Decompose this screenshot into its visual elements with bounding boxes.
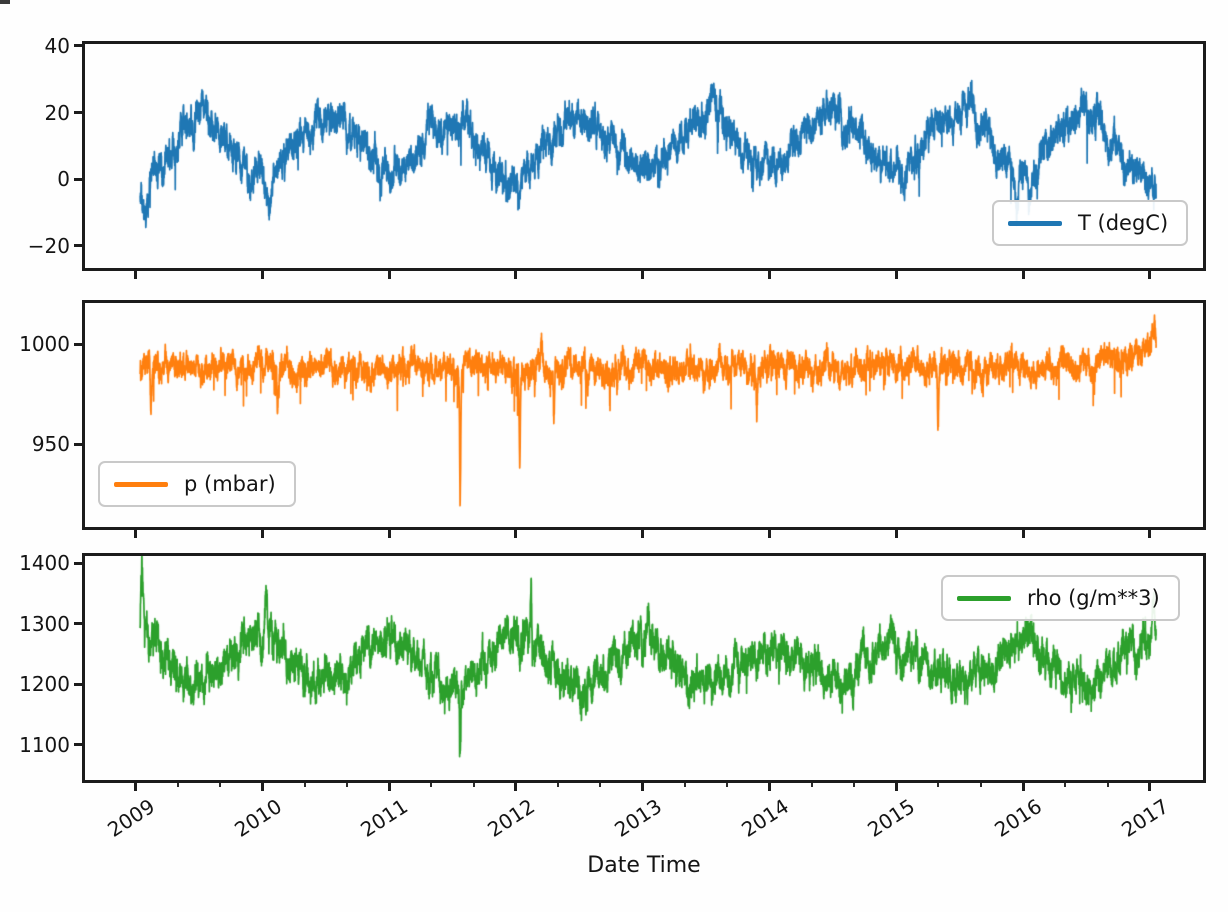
x-tick-mark: [1148, 783, 1152, 791]
x-tick-label: 2009: [103, 794, 159, 842]
x-minor-tick-mark: [937, 783, 940, 787]
x-minor-tick-mark: [683, 783, 686, 787]
screenshot-corner-artifact: [0, 0, 10, 4]
x-tick-mark: [514, 783, 518, 791]
y-tick-label: 1100: [19, 732, 70, 757]
x-tick-label: 2017: [1117, 794, 1173, 842]
y-tick-mark: [74, 682, 82, 686]
x-minor-tick-mark: [430, 783, 433, 787]
x-tick-mark: [894, 271, 898, 279]
x-tick-mark: [641, 783, 645, 791]
y-tick-label: −20: [27, 233, 70, 258]
legend-label-temperature: T (degC): [1078, 211, 1169, 235]
y-tick-mark: [74, 743, 82, 747]
y-tick-mark: [74, 44, 82, 48]
x-minor-tick-mark: [557, 783, 560, 787]
x-tick-mark: [1148, 271, 1152, 279]
x-tick-mark: [1021, 783, 1025, 791]
x-minor-tick-mark: [472, 783, 475, 787]
legend-line-sample-pressure: [114, 481, 168, 487]
x-tick-mark: [1021, 530, 1025, 538]
x-tick-mark: [134, 783, 138, 791]
y-tick-label: 0: [57, 167, 70, 192]
x-minor-tick-mark: [219, 783, 222, 787]
x-tick-label: 2015: [863, 794, 920, 842]
x-axis-title: Date Time: [587, 853, 701, 878]
x-tick-label: 2011: [356, 794, 413, 842]
x-minor-tick-mark: [852, 783, 855, 787]
y-tick-label: 950: [31, 432, 70, 456]
y-tick-label: 1000: [19, 332, 70, 356]
x-minor-tick-mark: [979, 783, 982, 787]
y-tick-label: 40: [44, 33, 70, 58]
x-tick-label: 2013: [610, 794, 666, 842]
y-tick-mark: [74, 177, 82, 181]
x-minor-tick-mark: [1064, 783, 1067, 787]
legend-temperature: T (degC): [992, 200, 1189, 246]
x-tick-mark: [1021, 271, 1025, 279]
x-minor-tick-mark: [810, 783, 813, 787]
x-minor-tick-mark: [176, 783, 179, 787]
x-tick-mark: [514, 530, 518, 538]
legend-line-sample-density: [957, 595, 1011, 601]
x-tick-mark: [260, 271, 264, 279]
y-tick-label: 1400: [19, 551, 70, 576]
y-tick-mark: [74, 561, 82, 565]
x-tick-mark: [387, 271, 391, 279]
x-tick-label: 2010: [229, 794, 286, 842]
legend-line-sample-temperature: [1008, 220, 1062, 226]
x-tick-mark: [134, 530, 138, 538]
x-tick-mark: [767, 783, 771, 791]
y-tick-mark: [74, 244, 82, 248]
x-minor-tick-mark: [726, 783, 729, 787]
x-tick-mark: [894, 530, 898, 538]
legend-density: rho (g/m**3): [941, 575, 1180, 621]
legend-label-pressure: p (mbar): [184, 472, 276, 496]
x-minor-tick-mark: [345, 783, 348, 787]
y-tick-mark: [74, 622, 82, 626]
x-tick-mark: [134, 271, 138, 279]
x-tick-mark: [387, 530, 391, 538]
legend-pressure: p (mbar): [98, 461, 296, 507]
x-tick-label: 2014: [736, 794, 793, 842]
x-minor-tick-mark: [303, 783, 306, 787]
y-tick-mark: [74, 442, 82, 446]
x-tick-mark: [641, 530, 645, 538]
y-tick-label: 1200: [19, 672, 70, 697]
y-tick-label: 20: [44, 100, 70, 125]
x-tick-mark: [1148, 530, 1152, 538]
x-tick-label: 2016: [990, 794, 1047, 842]
x-tick-mark: [767, 530, 771, 538]
x-tick-mark: [767, 271, 771, 279]
x-tick-mark: [514, 271, 518, 279]
x-minor-tick-mark: [599, 783, 602, 787]
x-tick-label: 2012: [483, 794, 540, 842]
x-minor-tick-mark: [1106, 783, 1109, 787]
x-tick-mark: [260, 530, 264, 538]
x-tick-mark: [387, 783, 391, 791]
legend-label-density: rho (g/m**3): [1027, 586, 1160, 610]
y-tick-mark: [74, 111, 82, 115]
x-tick-mark: [641, 271, 645, 279]
x-tick-mark: [260, 783, 264, 791]
y-tick-mark: [74, 342, 82, 346]
x-tick-mark: [894, 783, 898, 791]
y-tick-label: 1300: [19, 611, 70, 636]
